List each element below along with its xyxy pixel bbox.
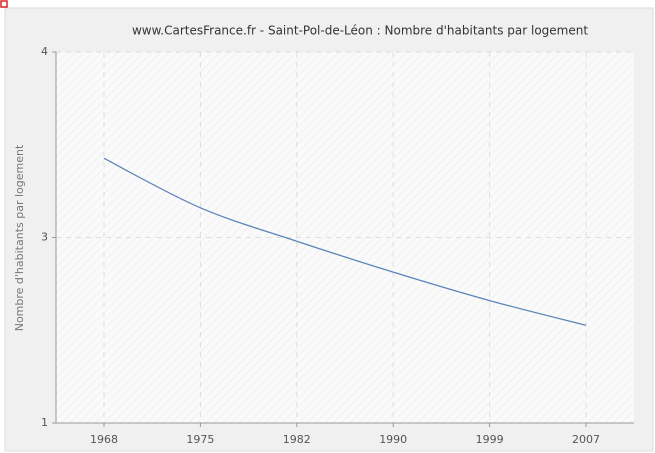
x-tick-label: 1982	[283, 433, 311, 446]
x-tick-label: 1990	[379, 433, 407, 446]
x-tick-label: 1975	[186, 433, 214, 446]
y-axis-label: Nombre d'habitants par logement	[13, 144, 26, 331]
chart-title: www.CartesFrance.fr - Saint-Pol-de-Léon …	[132, 24, 588, 38]
x-tick-label: 1968	[90, 433, 118, 446]
x-tick-label: 2007	[572, 433, 600, 446]
corner-icon	[0, 0, 8, 8]
x-tick-label: 1999	[476, 433, 504, 446]
y-tick-label: 4	[41, 45, 48, 58]
y-tick-label: 3	[41, 231, 48, 244]
line	[103, 157, 587, 326]
y-tick-label: 1	[41, 416, 48, 429]
